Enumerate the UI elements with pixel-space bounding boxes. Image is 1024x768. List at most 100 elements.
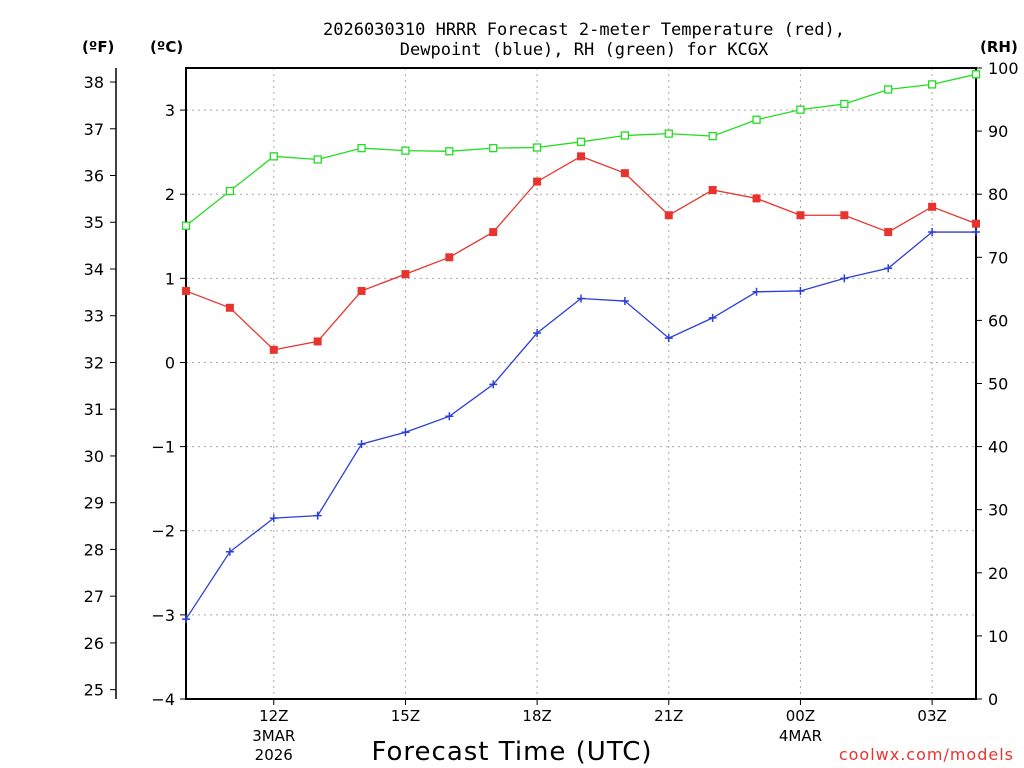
temperature-line xyxy=(185,155,977,351)
chart-title-line1: 2026030310 HRRR Forecast 2-meter Tempera… xyxy=(323,20,845,40)
relative-humidity-point xyxy=(620,131,630,140)
celsius-tick-label: 3 xyxy=(165,101,175,120)
axes xyxy=(110,67,982,705)
relative-humidity-point xyxy=(971,70,981,79)
relative-humidity-point xyxy=(796,105,805,114)
x-tick-label: 00Z xyxy=(786,707,815,725)
rh-tick-label: 0 xyxy=(988,690,998,709)
temperature-point xyxy=(182,286,190,295)
fahrenheit-tick-label: 36 xyxy=(84,167,104,186)
dewpoint-point xyxy=(928,228,937,237)
x-tick-label: 21Z xyxy=(654,707,683,725)
dewpoint-point xyxy=(445,412,454,421)
temperature-point xyxy=(884,228,893,237)
celsius-tick-label: −2 xyxy=(151,522,175,541)
chart-title-line2: Dewpoint (blue), RH (green) for KCGX xyxy=(400,40,769,60)
dewpoint-point xyxy=(708,313,717,322)
celsius-tick-label: −1 xyxy=(151,438,175,457)
dewpoint-point xyxy=(489,380,498,389)
fahrenheit-tick-label: 27 xyxy=(84,587,104,606)
temperature-point xyxy=(752,194,761,203)
celsius-tick-label: −3 xyxy=(151,606,175,625)
temperature-point xyxy=(577,152,585,161)
x-tick-date-label: 4MAR xyxy=(779,727,822,745)
fahrenheit-tick-label: 30 xyxy=(84,447,104,466)
dewpoint-point xyxy=(269,514,278,523)
relative-humidity-point xyxy=(708,131,717,141)
dewpoint-point xyxy=(401,428,410,437)
dewpoint-point xyxy=(972,228,980,237)
rh-tick-label: 100 xyxy=(988,59,1019,78)
temperature-point xyxy=(357,286,366,295)
rh-tick-label: 20 xyxy=(988,564,1008,583)
dewpoint-point xyxy=(796,286,805,295)
fahrenheit-tick-label: 32 xyxy=(84,353,104,372)
relative-humidity-point xyxy=(576,137,586,146)
relative-humidity-point xyxy=(884,85,893,94)
relative-humidity-point xyxy=(357,143,366,153)
fahrenheit-tick-label: 31 xyxy=(84,400,104,419)
temperature-point xyxy=(401,270,410,279)
temperature-point xyxy=(533,177,542,186)
relative-humidity-point xyxy=(840,99,849,109)
dewpoint-point xyxy=(533,329,542,338)
dewpoint-point xyxy=(313,511,322,520)
rh-tick-label: 40 xyxy=(988,438,1008,457)
x-tick-label: 15Z xyxy=(391,707,420,725)
fahrenheit-tick-label: 26 xyxy=(84,634,104,653)
x-tick-label: 12Z xyxy=(259,707,288,725)
rh-tick-label: 80 xyxy=(988,185,1008,204)
temperature-point xyxy=(489,228,498,237)
x-tick-label: 03Z xyxy=(917,707,946,725)
temperature-point xyxy=(796,211,805,220)
x-tick-year-label: 2026 xyxy=(255,746,293,764)
rh-unit-label: (RH) xyxy=(980,38,1018,56)
relative-humidity-line xyxy=(185,73,977,227)
temperature-point xyxy=(445,253,454,262)
rh-tick-label: 30 xyxy=(988,501,1008,520)
plot-frame xyxy=(185,67,977,700)
rh-tick-label: 90 xyxy=(988,122,1008,141)
temperature-point xyxy=(708,185,717,194)
dewpoint-point xyxy=(577,294,585,303)
fahrenheit-unit-label: (ºF) xyxy=(82,38,114,56)
fahrenheit-tick-label: 35 xyxy=(84,213,104,232)
relative-humidity-point xyxy=(664,129,673,138)
dewpoint-point xyxy=(884,264,893,273)
dewpoint-point xyxy=(357,440,366,449)
temperature-point xyxy=(972,219,980,228)
temperature-point xyxy=(664,211,673,220)
x-tick-label: 18Z xyxy=(522,707,551,725)
dewpoint-point xyxy=(664,334,673,343)
relative-humidity-point xyxy=(752,115,761,124)
celsius-unit-label: (ºC) xyxy=(150,38,183,56)
rh-tick-label: 70 xyxy=(988,248,1008,267)
relative-humidity-point xyxy=(225,186,235,196)
fahrenheit-tick-label: 38 xyxy=(84,73,104,92)
dewpoint-line xyxy=(185,231,976,620)
fahrenheit-tick-label: 25 xyxy=(84,681,104,700)
relative-humidity-point xyxy=(445,147,454,156)
relative-humidity-point xyxy=(401,146,410,155)
grid-lines xyxy=(186,68,976,699)
temperature-point xyxy=(313,337,322,346)
rh-tick-label: 10 xyxy=(988,627,1008,646)
x-axis-label: Forecast Time (UTC) xyxy=(371,737,652,767)
fahrenheit-tick-label: 37 xyxy=(84,120,104,139)
rh-tick-label: 50 xyxy=(988,375,1008,394)
relative-humidity-point xyxy=(181,221,191,230)
relative-humidity-point xyxy=(532,143,542,152)
x-tick-date-label: 3MAR xyxy=(252,727,295,745)
fahrenheit-tick-label: 29 xyxy=(84,494,104,513)
fahrenheit-tick-label: 28 xyxy=(84,540,104,559)
celsius-tick-label: −4 xyxy=(151,690,175,709)
celsius-tick-label: 1 xyxy=(165,269,175,288)
rh-tick-label: 60 xyxy=(988,311,1008,330)
dewpoint-point xyxy=(620,297,629,306)
temperature-point xyxy=(225,303,234,312)
dewpoint-point xyxy=(182,615,190,624)
relative-humidity-point xyxy=(927,80,937,89)
relative-humidity-point xyxy=(489,143,498,153)
